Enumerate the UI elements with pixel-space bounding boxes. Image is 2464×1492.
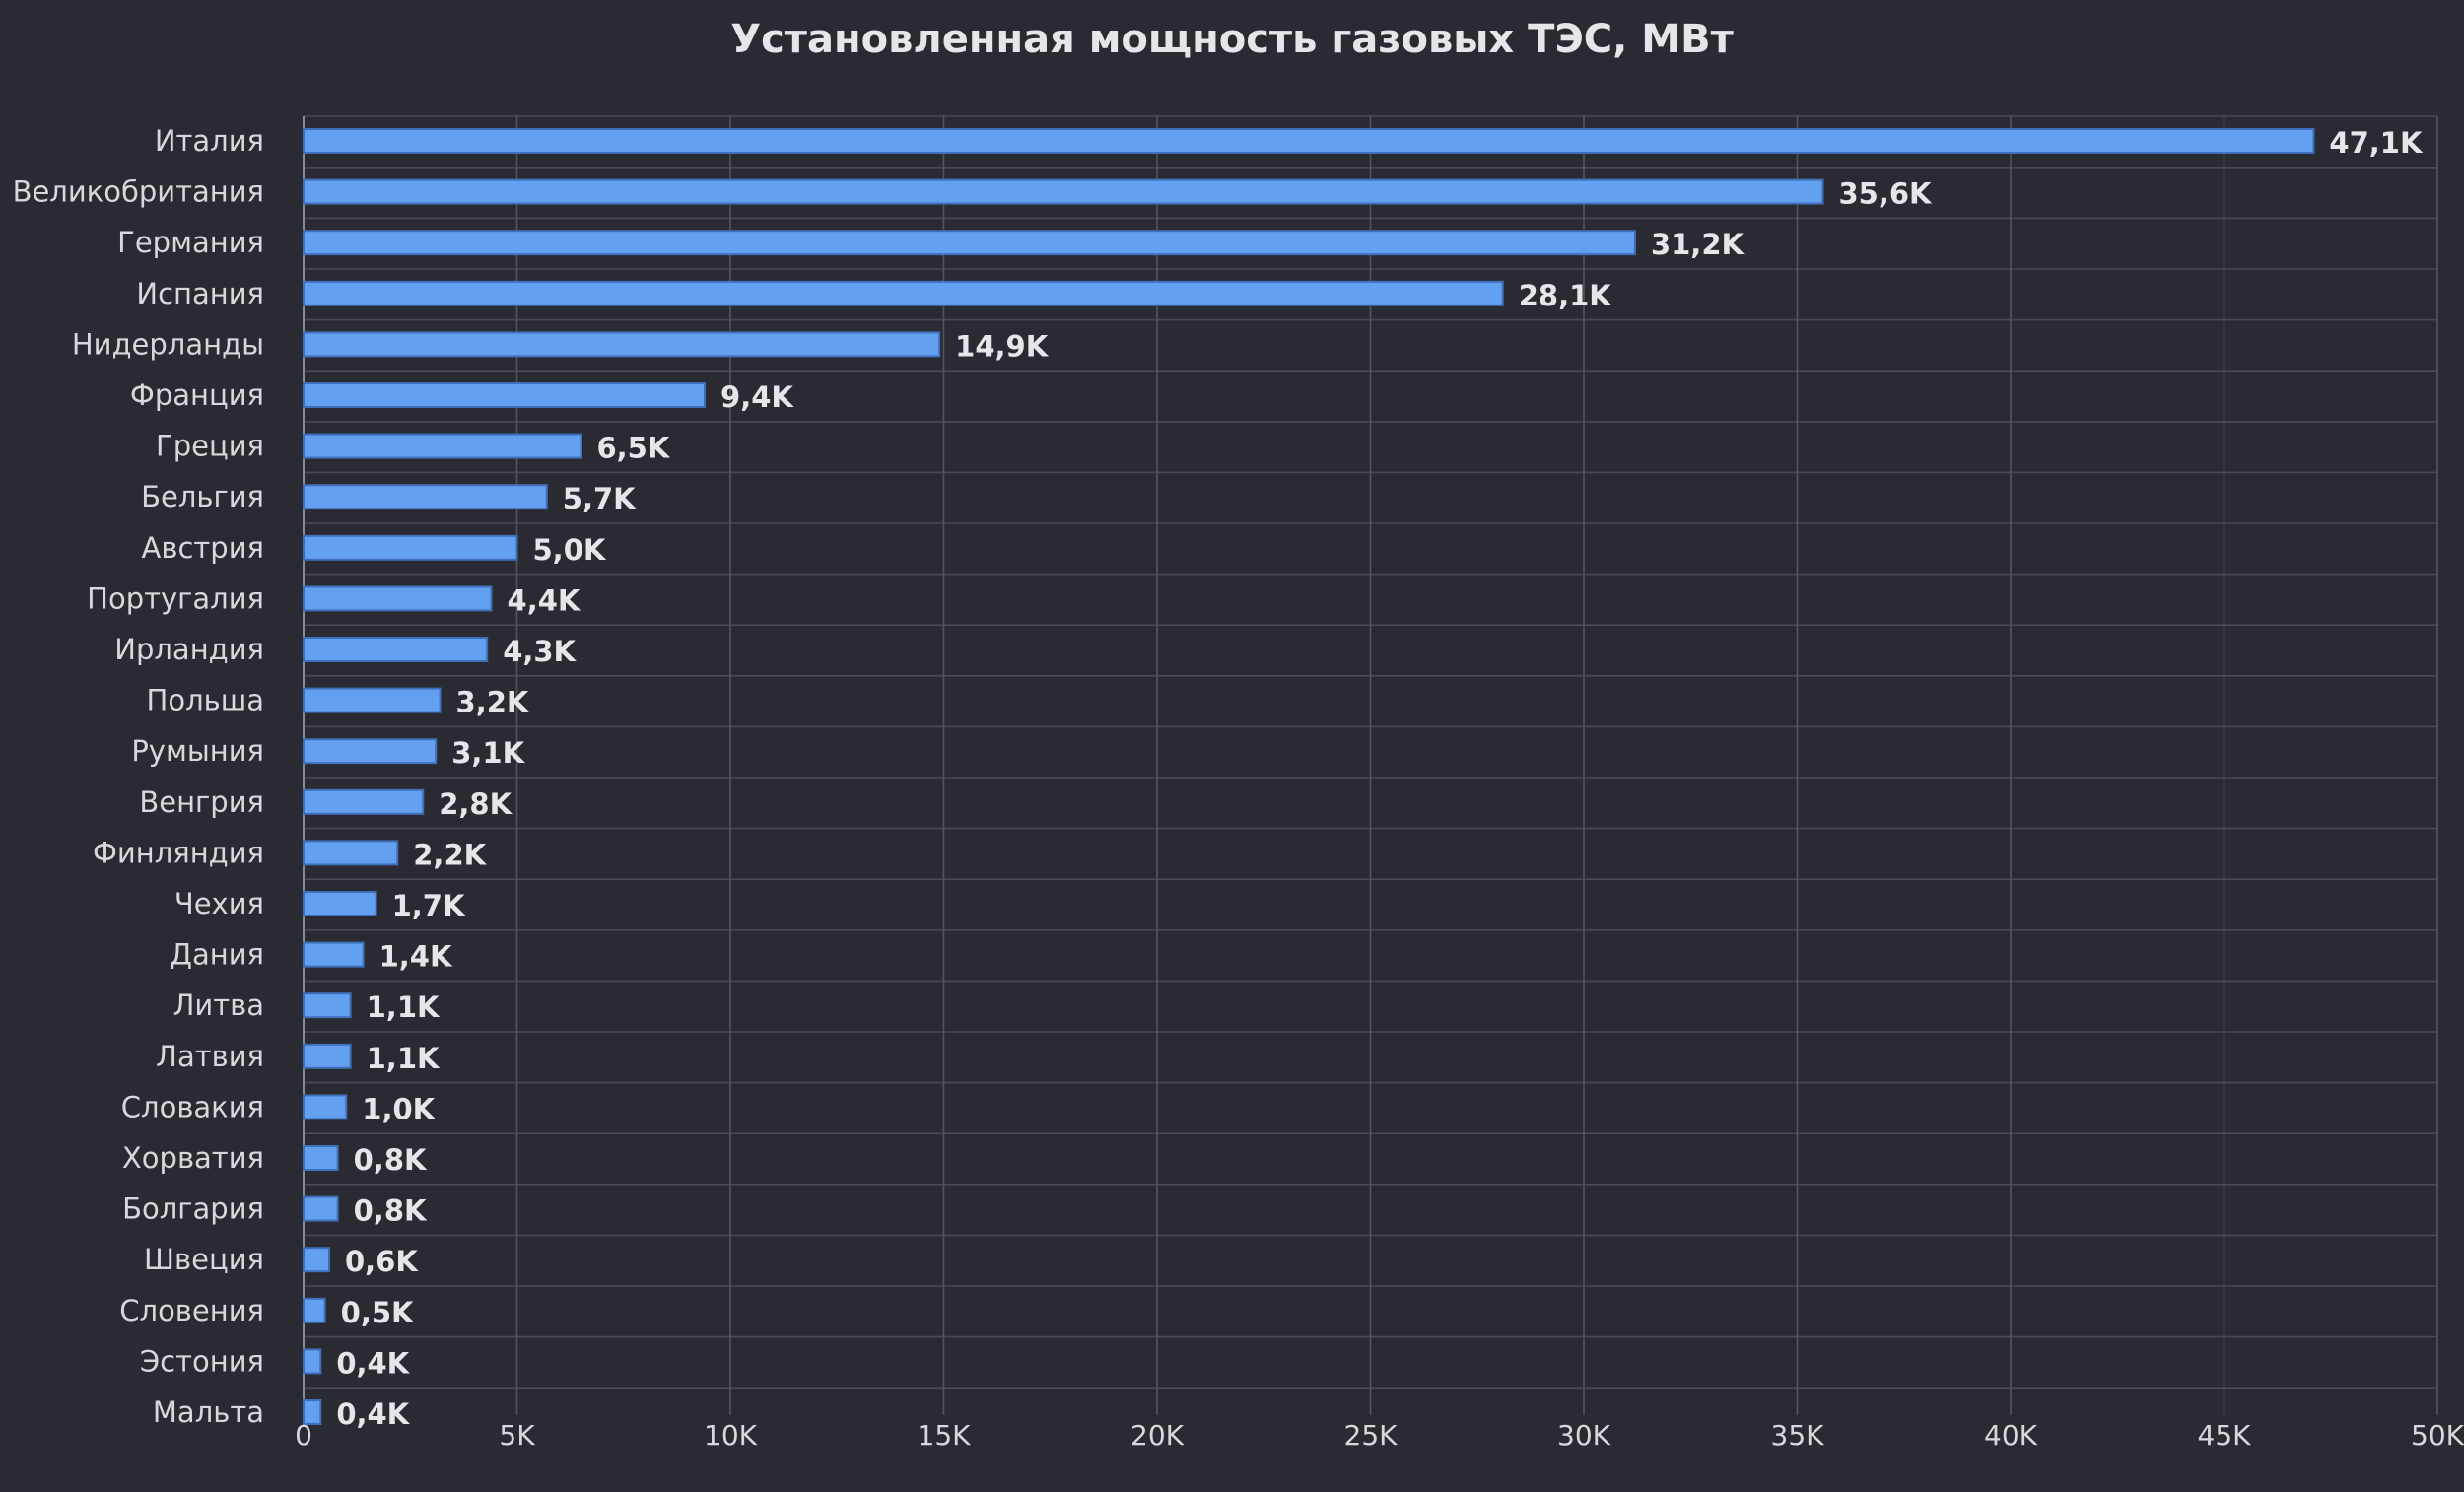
category-label: Латвия — [156, 1040, 264, 1073]
data-label: 5,0K — [533, 533, 607, 567]
bar — [303, 585, 493, 612]
data-label: 0,8K — [354, 1194, 428, 1228]
x-tick-label: 10K — [704, 1419, 758, 1452]
category-label: Чехия — [174, 887, 264, 920]
category-label: Польша — [147, 684, 264, 717]
x-tick-label: 20K — [1130, 1419, 1185, 1452]
data-label: 0,6K — [345, 1245, 419, 1278]
bar — [303, 433, 582, 459]
category-label: Испания — [136, 277, 264, 310]
x-tick-label: 15K — [918, 1419, 972, 1452]
bar — [303, 331, 941, 358]
data-label: 1,7K — [392, 889, 466, 922]
data-label: 3,2K — [456, 686, 530, 719]
category-label: Великобритания — [13, 175, 264, 209]
category-label: Нидерланды — [72, 327, 264, 361]
bar — [303, 840, 399, 866]
bar — [303, 1297, 326, 1323]
bar — [303, 1043, 352, 1069]
category-label: Австрия — [142, 531, 264, 565]
data-label: 0,4K — [336, 1397, 410, 1431]
bar — [303, 941, 365, 968]
category-label: Италия — [155, 124, 264, 158]
x-tick-label: 50K — [2411, 1419, 2464, 1452]
bar — [303, 1145, 339, 1171]
category-label: Греция — [156, 430, 264, 463]
bar — [303, 1247, 330, 1273]
bars — [303, 128, 2315, 1425]
data-label: 3,1K — [451, 736, 525, 770]
bar — [303, 1094, 348, 1120]
category-label: Португалия — [87, 581, 264, 615]
bar — [303, 230, 1636, 256]
data-label: 1,4K — [379, 940, 453, 974]
data-label: 0,8K — [354, 1143, 428, 1177]
bar — [303, 788, 425, 815]
category-label: Финляндия — [93, 836, 264, 869]
bar — [303, 280, 1504, 306]
category-label: Румыния — [131, 734, 264, 768]
bar — [303, 178, 1824, 205]
category-label: Швеция — [144, 1243, 264, 1276]
data-label: 1,0K — [362, 1092, 436, 1125]
data-label: 2,8K — [439, 787, 513, 821]
data-label: 2,2K — [413, 838, 487, 871]
category-label: Венгрия — [139, 785, 264, 819]
x-tick-label: 30K — [1557, 1419, 1611, 1452]
data-label: 6,5K — [596, 432, 670, 465]
category-label: Эстония — [140, 1344, 264, 1378]
labels: 0 5K 10K 15K 20K 25K 30K 35K 40K 45K 50K Италия 47,1… — [13, 124, 2464, 1452]
bar — [303, 534, 518, 561]
category-label: Мальта — [153, 1395, 264, 1429]
data-label: 35,6K — [1838, 177, 1933, 211]
x-tick-label: 45K — [2198, 1419, 2252, 1452]
bar — [303, 687, 442, 713]
bar — [303, 738, 438, 765]
bar — [303, 1399, 322, 1425]
data-label: 0,5K — [341, 1296, 415, 1329]
category-label: Словения — [119, 1294, 264, 1327]
data-label: 4,4K — [508, 583, 582, 617]
chart-title: Установленная мощность газовых ТЭС, МВт — [730, 17, 1734, 62]
data-label: 1,1K — [367, 1042, 441, 1075]
data-label: 5,7K — [563, 482, 637, 515]
bar — [303, 1195, 339, 1222]
data-label: 14,9K — [955, 329, 1050, 363]
category-label: Бельгия — [141, 480, 264, 513]
x-tick-label: 25K — [1344, 1419, 1399, 1452]
bar — [303, 637, 489, 662]
grid — [303, 115, 2438, 1415]
category-label: Франция — [130, 378, 264, 412]
bar — [303, 1348, 322, 1375]
x-tick-label: 35K — [1771, 1419, 1825, 1452]
data-label: 4,3K — [503, 635, 577, 668]
category-label: Германия — [117, 226, 264, 259]
x-tick-label: 40K — [1984, 1419, 2038, 1452]
data-label: 1,1K — [367, 990, 441, 1024]
category-label: Хорватия — [122, 1141, 264, 1175]
data-label: 31,2K — [1651, 228, 1745, 261]
x-tick-label: 0 — [295, 1419, 312, 1452]
bar — [303, 128, 2315, 154]
data-label: 0,4K — [336, 1346, 410, 1380]
category-label: Дания — [170, 938, 264, 972]
data-label: 9,4K — [720, 380, 794, 414]
bar — [303, 891, 377, 916]
data-label: 47,1K — [2329, 126, 2424, 160]
bar — [303, 484, 548, 510]
category-label: Литва — [173, 988, 264, 1022]
bar — [303, 992, 352, 1019]
category-label: Болгария — [122, 1192, 264, 1226]
category-label: Ирландия — [114, 633, 264, 666]
data-label: 28,1K — [1519, 279, 1613, 312]
category-label: Словакия — [121, 1090, 264, 1123]
x-tick-label: 5K — [499, 1419, 535, 1452]
bar — [303, 382, 707, 408]
